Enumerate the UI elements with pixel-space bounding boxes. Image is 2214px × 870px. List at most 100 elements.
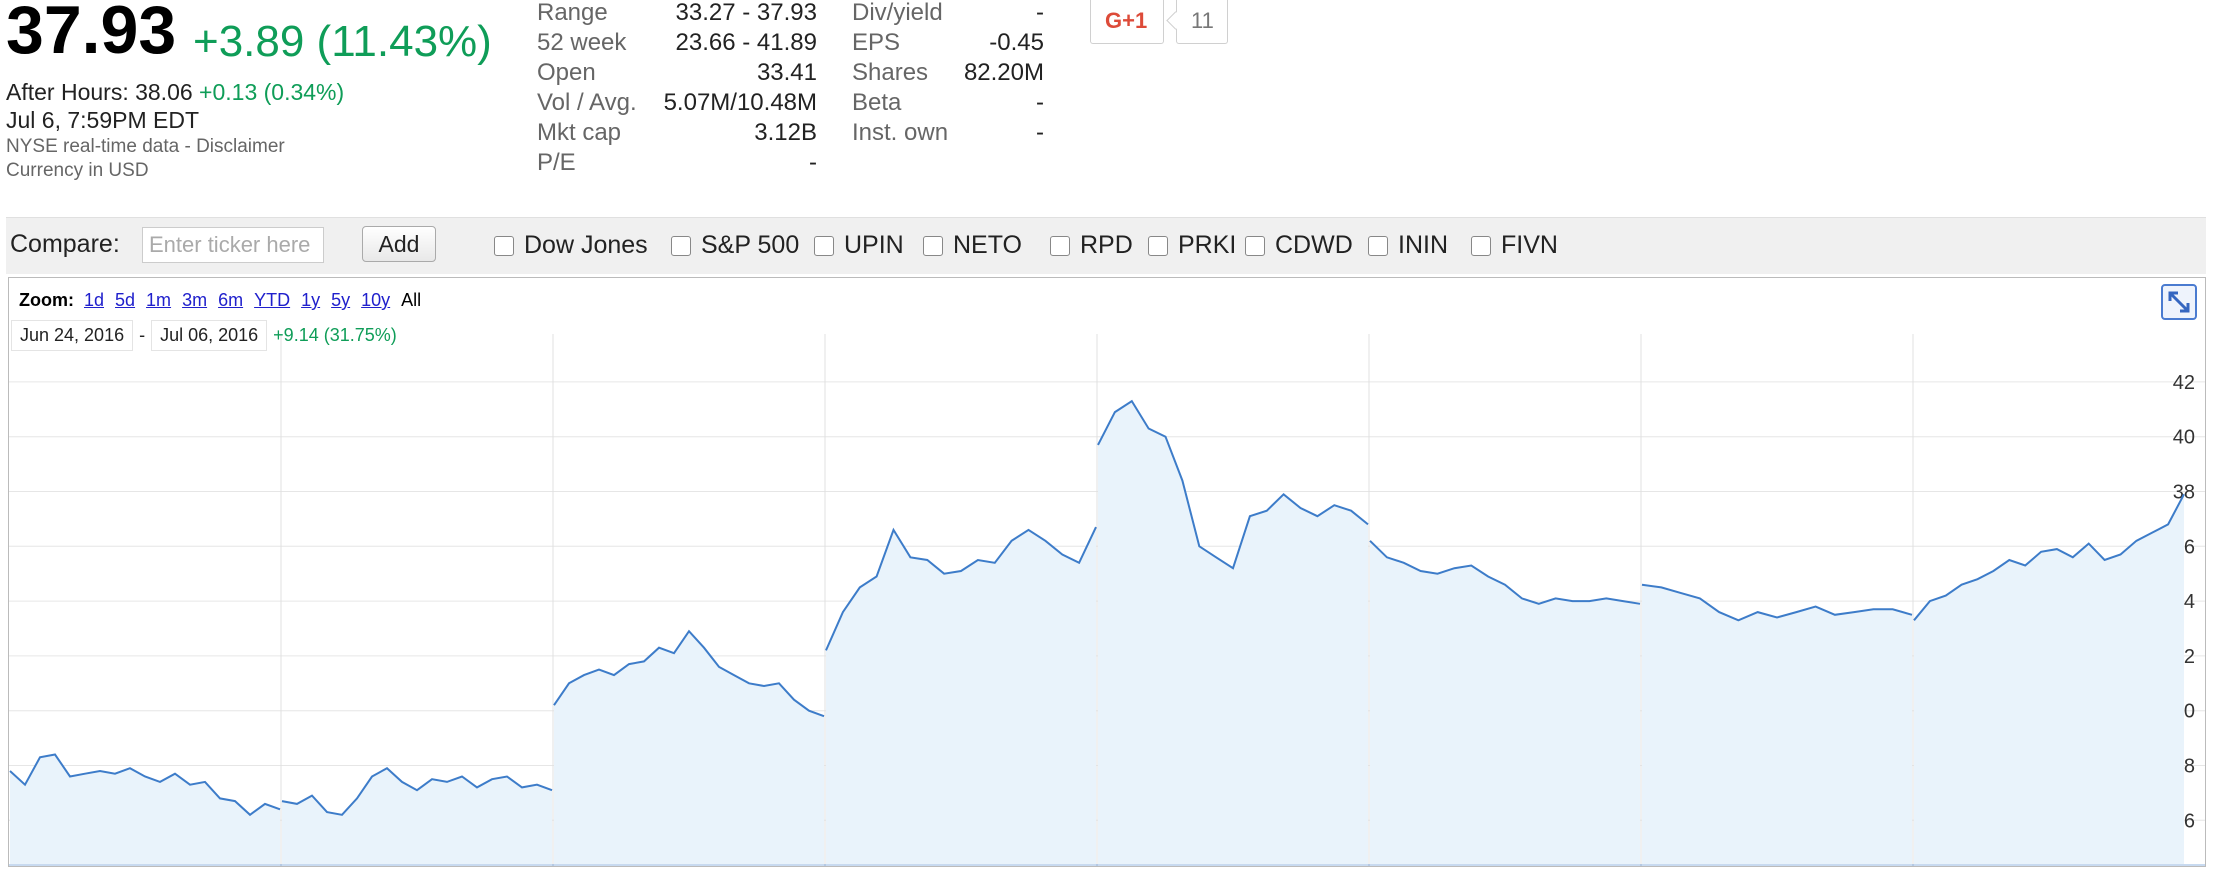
checkbox[interactable] [923, 236, 943, 256]
gplus-label: G+1 [1105, 8, 1148, 33]
stat-value: - [809, 149, 817, 176]
stat-value: 82.20M [963, 59, 1044, 86]
price-line-7 [1641, 583, 1913, 622]
stat-row-inst-own: Inst. own - [852, 118, 1044, 148]
price-area-4 [826, 527, 1096, 864]
count-pointer [1166, 11, 1185, 30]
stat-row-vol-avg: Vol / Avg. 5.07M/10.48M [537, 88, 817, 118]
compare-ticker-input[interactable] [142, 227, 324, 263]
compare-option-inin[interactable]: ININ [1368, 231, 1448, 260]
stat-row-open: Open 33.41 [537, 58, 817, 88]
stat-row-range: Range 33.27 - 37.93 [537, 0, 817, 28]
price-chart-panel: 262830323436384042Fri Jun 24Mon Jun 27Tu… [8, 277, 2206, 867]
stat-row-eps: EPS -0.45 [852, 28, 1044, 58]
expand-icon [2168, 291, 2190, 313]
stat-value: - [1036, 119, 1044, 146]
range-end-date[interactable]: Jul 06, 2016 [151, 320, 268, 351]
stat-label: Range [537, 0, 608, 26]
compare-label: Compare: [10, 230, 120, 258]
compare-option-label: CDWD [1275, 231, 1353, 259]
y-tick-label: 42 [2173, 372, 2195, 394]
stat-label: Beta [852, 89, 902, 116]
data-source-note[interactable]: NYSE real-time data - Disclaimer [6, 136, 285, 157]
compare-option-label: NETO [953, 231, 1022, 259]
price-area-6 [1370, 540, 1640, 864]
last-price: 37.93 [6, 0, 177, 68]
stat-label: Mkt cap [537, 119, 622, 146]
checkbox[interactable] [1471, 236, 1491, 256]
compare-option-fivn[interactable]: FIVN [1471, 231, 1558, 260]
price-chart[interactable]: 262830323436384042Fri Jun 24Mon Jun 27Tu… [9, 278, 2205, 866]
stat-label: P/E [537, 149, 576, 176]
compare-option-rpd[interactable]: RPD [1050, 231, 1133, 260]
compare-option-neto[interactable]: NETO [923, 231, 1022, 260]
price-line-4 [825, 526, 1097, 651]
zoom-1m[interactable]: 1m [146, 290, 172, 310]
stat-value: 33.27 - 37.93 [675, 0, 817, 26]
zoom-all[interactable]: All [401, 290, 422, 310]
stat-value: - [1036, 89, 1044, 116]
checkbox[interactable] [1050, 236, 1070, 256]
after-hours-label: After Hours: 38.06 [6, 79, 200, 105]
after-hours: After Hours: 38.06 +0.13 (0.34%) [6, 79, 344, 106]
compare-option-label: Dow Jones [524, 231, 648, 259]
stat-label: EPS [852, 29, 901, 56]
price-area-8 [1914, 494, 2184, 864]
price-line-8 [1913, 493, 2185, 621]
stat-row-div-yield: Div/yield - [852, 0, 1044, 28]
plus-one-count-text: 11 [1191, 8, 1214, 33]
checkbox[interactable] [814, 236, 834, 256]
zoom-1d[interactable]: 1d [83, 290, 105, 310]
zoom-3m[interactable]: 3m [182, 290, 208, 310]
stat-value: 23.66 - 41.89 [675, 29, 817, 56]
price-area-5 [1098, 401, 1368, 864]
stat-label: Div/yield [852, 0, 943, 26]
price-line-2 [281, 766, 553, 816]
zoom-6m[interactable]: 6m [218, 290, 244, 310]
currency-note: Currency in USD [6, 160, 149, 181]
add-compare-button[interactable]: Add [362, 226, 436, 262]
zoom-label: Zoom: [19, 290, 74, 310]
zoom-5y[interactable]: 5y [331, 290, 351, 310]
checkbox[interactable] [1245, 236, 1265, 256]
range-start-date[interactable]: Jun 24, 2016 [11, 320, 134, 351]
checkbox[interactable] [671, 236, 691, 256]
expand-chart-button[interactable] [2161, 284, 2197, 320]
after-hours-change: +0.13 (0.34%) [199, 79, 345, 105]
stat-row-mkt-cap: Mkt cap 3.12B [537, 118, 817, 148]
zoom-1y[interactable]: 1y [301, 290, 321, 310]
zoom-ytd[interactable]: YTD [254, 290, 291, 310]
zoom-5d[interactable]: 5d [115, 290, 136, 310]
compare-option-upin[interactable]: UPIN [814, 231, 904, 260]
zoom-controls: Zoom: 1d 5d 1m 3m 6m YTD 1y 5y 10y All [19, 290, 421, 311]
checkbox[interactable] [1148, 236, 1168, 256]
stat-label: 52 week [537, 29, 627, 56]
price-area-7 [1642, 584, 1912, 864]
range-separator: - [139, 325, 146, 345]
compare-option-cdwd[interactable]: CDWD [1245, 231, 1353, 260]
compare-bar: Compare: Add Dow Jones S&P 500 UPIN NETO RPD… [6, 217, 2206, 274]
compare-option-prki[interactable]: PRKI [1148, 231, 1236, 260]
checkbox[interactable] [1368, 236, 1388, 256]
price-line-1 [9, 753, 281, 817]
compare-option-label: ININ [1398, 231, 1448, 259]
y-tick-label: 38 [2173, 482, 2195, 504]
stat-label: Vol / Avg. [537, 89, 637, 116]
stat-value: - [1036, 0, 1044, 26]
compare-option-dow-jones[interactable]: Dow Jones [494, 231, 648, 260]
zoom-10y[interactable]: 10y [361, 290, 391, 310]
compare-option-label: FIVN [1501, 231, 1558, 259]
stat-value: 5.07M/10.48M [663, 89, 817, 116]
compare-option-label: RPD [1080, 231, 1133, 259]
compare-option-s-p-500[interactable]: S&P 500 [671, 231, 799, 260]
google-plus-one-button[interactable]: G+1 [1090, 0, 1164, 44]
stat-label: Shares [852, 59, 929, 86]
stat-row-shares: Shares 82.20M [852, 58, 1044, 88]
compare-option-label: PRKI [1178, 231, 1237, 259]
checkbox[interactable] [494, 236, 514, 256]
date-range: Jun 24, 2016- Jul 06, 2016 +9.14 (31.75%) [11, 320, 397, 351]
stat-row-p-e: P/E - [537, 148, 817, 178]
price-line-3 [553, 629, 825, 718]
stat-value: 3.12B [754, 119, 817, 146]
compare-option-label: S&P 500 [701, 231, 800, 259]
